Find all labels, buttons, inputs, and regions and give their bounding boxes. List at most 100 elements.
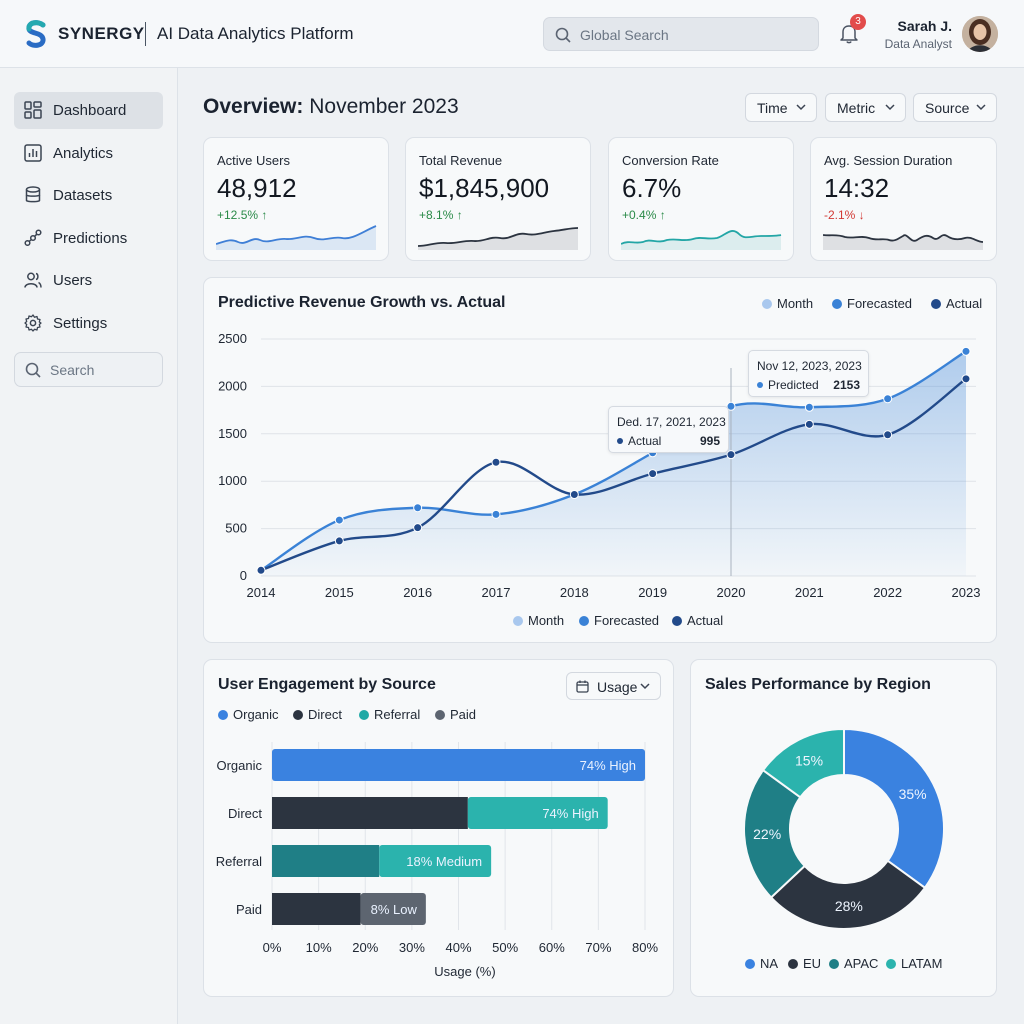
bar-segment	[272, 845, 380, 877]
slice-label: 22%	[753, 826, 781, 842]
kpi-label: Avg. Session Duration	[824, 153, 953, 168]
sidebar-item-label: Predictions	[53, 230, 128, 247]
chart-title: User Engagement by Source	[218, 676, 436, 693]
kpi-sparkline	[823, 234, 984, 250]
page-title: Overview: November 2023	[203, 95, 459, 119]
sidebar-item-predictions[interactable]: Predictions	[14, 220, 163, 257]
chart-title: Predictive Revenue Growth vs. Actual	[218, 294, 506, 311]
data-point	[648, 469, 658, 479]
slice-label: 15%	[795, 752, 823, 768]
tooltip-label: Predicted	[757, 378, 819, 392]
global-search[interactable]	[543, 17, 819, 51]
data-point	[334, 515, 344, 525]
kpi-sparkline	[418, 227, 579, 250]
category-label: Direct	[228, 806, 262, 821]
legend-label: Organic	[233, 707, 279, 722]
bar-segment	[379, 845, 492, 877]
y-tick-label: 1000	[218, 473, 247, 488]
data-point	[334, 536, 344, 546]
series-line-actual	[260, 377, 967, 572]
top-bar: SYNERGY AI Data Analytics Platform 3 Sar…	[0, 0, 1024, 68]
data-point	[413, 523, 423, 533]
chart-title: Sales Performance by Region	[705, 676, 931, 693]
sidebar-item-settings[interactable]: Settings	[14, 305, 163, 342]
tooltip-series: Predicted	[768, 378, 819, 392]
legend-item-month: Month	[762, 296, 813, 311]
data-point	[804, 402, 814, 412]
legend-item-referral: Referral	[359, 707, 420, 722]
y-tick-label: 500	[225, 521, 247, 536]
brand-name: SYNERGY	[58, 24, 145, 43]
legend-item-forecasted: Forecasted	[579, 613, 659, 628]
sidebar-item-dashboard[interactable]: Dashboard	[14, 92, 163, 129]
revenue-line-chart: 0 500 1000 1500 2000 2500 2014 2015 2016 2017 2018…	[218, 331, 981, 600]
filter-label: Source	[925, 100, 970, 116]
avatar-image	[962, 16, 998, 52]
metric-filter-dropdown[interactable]: Metric	[825, 93, 906, 122]
x-tick-label: 2015	[325, 585, 354, 600]
sidebar-item-users[interactable]: Users	[14, 262, 163, 299]
data-point	[256, 565, 266, 575]
kpi-sparkline	[216, 225, 377, 250]
avatar[interactable]	[962, 16, 998, 52]
legend-label: LATAM	[901, 956, 943, 971]
x-axis-label: Usage (%)	[434, 964, 495, 979]
notification-bell-icon[interactable]	[838, 22, 860, 44]
sidebar-item-datasets[interactable]: Datasets	[14, 177, 163, 214]
kpi-sparkline	[621, 230, 782, 250]
sidebar-search-input[interactable]	[50, 361, 155, 379]
region-chart-card: Sales Performance by Region 35% 28% 22% 15%…	[690, 659, 997, 997]
calendar-icon	[576, 680, 589, 693]
kpi-card-avg-session-duration[interactable]: Avg. Session Duration 14:32 -2.1% ↓	[810, 137, 997, 261]
x-tick-label: 2021	[795, 585, 824, 600]
y-tick-label: 2000	[218, 378, 247, 393]
x-tick-label: 2023	[952, 585, 981, 600]
kpi-value: 6.7%	[622, 173, 682, 203]
tooltip-title: Nov 12, 2023, 2023	[757, 359, 862, 373]
legend-label: Forecasted	[594, 613, 660, 628]
category-label: Paid	[236, 902, 262, 917]
donut-slice-eu	[769, 859, 927, 930]
legend-item-na: NA	[745, 956, 778, 971]
data-point	[491, 457, 501, 467]
chevron-down-icon	[640, 683, 650, 690]
user-name: Sarah J.	[897, 18, 952, 34]
app-title: AI Data Analytics Platform	[157, 24, 354, 43]
x-tick-label: 30%	[399, 940, 425, 955]
y-tick-label: 2500	[218, 331, 247, 346]
chart-tooltip: Nov 12, 2023, 2023 Predicted 2153	[748, 350, 869, 397]
donut-slice-na	[843, 727, 945, 890]
filter-label: Time	[757, 100, 788, 116]
y-tick-label: 1500	[218, 426, 247, 441]
kpi-card-total-revenue[interactable]: Total Revenue $1,845,900 +8.1% ↑	[405, 137, 591, 261]
global-search-input[interactable]	[580, 25, 810, 45]
source-filter-dropdown[interactable]: Source	[913, 93, 997, 122]
kpi-label: Conversion Rate	[622, 153, 719, 168]
legend-label: Month	[777, 296, 814, 311]
legend-label: Actual	[946, 296, 983, 311]
x-tick-label: 2014	[247, 585, 276, 600]
filter-label: Metric	[837, 100, 876, 116]
notification-badge: 3	[850, 14, 866, 30]
data-point	[883, 430, 893, 440]
sidebar-item-label: Dashboard	[53, 102, 127, 119]
kpi-card-conversion-rate[interactable]: Conversion Rate 6.7% +0.4% ↑	[608, 137, 794, 261]
bar-segment	[467, 797, 608, 829]
x-tick-label: 40%	[445, 940, 471, 955]
legend-label: NA	[760, 956, 779, 971]
x-tick-label: 50%	[492, 940, 518, 955]
kpi-change: +12.5% ↑	[217, 208, 268, 222]
sidebar-item-label: Settings	[53, 315, 108, 332]
time-filter-dropdown[interactable]: Time	[745, 93, 817, 122]
sidebar-search[interactable]	[14, 352, 163, 387]
sidebar-item-analytics[interactable]: Analytics	[14, 135, 163, 172]
chevron-down-icon	[885, 104, 895, 111]
x-tick-label: 10%	[306, 940, 332, 955]
x-tick-label: 0%	[263, 940, 282, 955]
legend-item-actual: Actual	[931, 296, 982, 311]
tooltip-title: Ded. 17, 2021, 2023	[617, 415, 726, 429]
x-tick-label: 60%	[539, 940, 565, 955]
usage-dropdown[interactable]: Usage	[566, 672, 661, 700]
data-point	[961, 374, 971, 384]
kpi-card-active-users[interactable]: Active Users 48,912 +12.5% ↑	[203, 137, 389, 261]
